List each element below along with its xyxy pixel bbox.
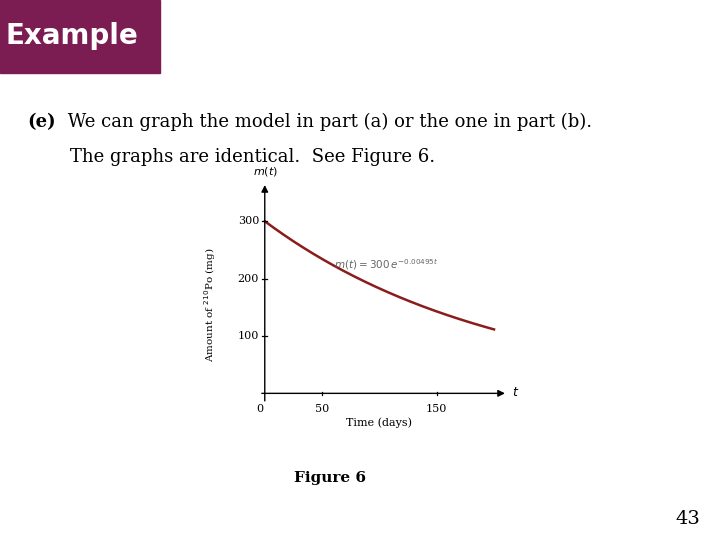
Text: Solution: Solution xyxy=(221,23,334,50)
Bar xyxy=(0,0,160,73)
Text: Example: Example xyxy=(6,23,138,50)
Text: Time (days): Time (days) xyxy=(346,417,413,428)
Text: 200: 200 xyxy=(238,274,259,284)
Text: 300: 300 xyxy=(238,216,259,226)
Text: 0: 0 xyxy=(256,404,264,414)
Text: 100: 100 xyxy=(238,331,259,341)
Text: We can graph the model in part (a) or the one in part (b).: We can graph the model in part (a) or th… xyxy=(62,113,592,131)
Text: 43: 43 xyxy=(675,510,700,528)
Text: The graphs are identical.  See Figure 6.: The graphs are identical. See Figure 6. xyxy=(70,147,435,166)
Text: (e): (e) xyxy=(27,113,56,131)
Text: $t$: $t$ xyxy=(513,386,520,399)
Text: Amount of $^{210}$Po (mg): Amount of $^{210}$Po (mg) xyxy=(202,247,217,362)
Text: 150: 150 xyxy=(426,404,447,414)
Text: Figure 6: Figure 6 xyxy=(294,471,366,485)
Text: 3 –: 3 – xyxy=(167,23,220,50)
Text: 50: 50 xyxy=(315,404,329,414)
Text: $m(t) = 300\, e^{-0.00495t}$: $m(t) = 300\, e^{-0.00495t}$ xyxy=(333,257,438,272)
Text: $m(t)$: $m(t)$ xyxy=(253,165,279,178)
Text: cont’d: cont’d xyxy=(672,51,711,64)
